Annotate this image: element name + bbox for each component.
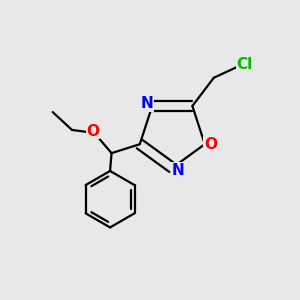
Text: N: N: [171, 163, 184, 178]
Text: O: O: [204, 137, 217, 152]
Text: Cl: Cl: [237, 58, 253, 73]
Text: O: O: [86, 124, 99, 139]
Text: N: N: [140, 96, 153, 111]
